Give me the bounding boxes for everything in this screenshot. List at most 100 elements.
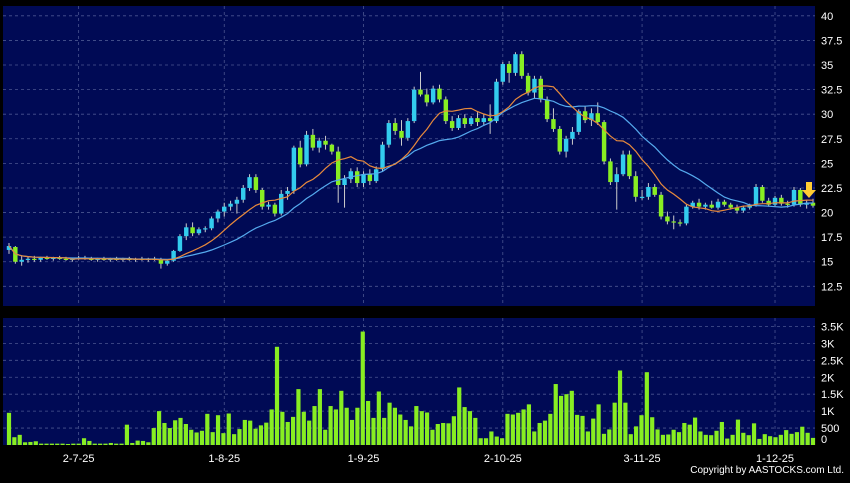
volume-bar — [344, 407, 349, 445]
candle — [481, 114, 487, 126]
candle-body — [44, 257, 50, 260]
candle-body — [709, 204, 714, 208]
price-tick-label: 25 — [821, 158, 833, 170]
volume-bar — [419, 411, 424, 445]
candle-body — [766, 200, 771, 205]
candle — [25, 256, 31, 263]
volume-tick-label: 2K — [821, 372, 835, 384]
candle — [658, 191, 664, 220]
volume-bar — [682, 422, 687, 445]
volume-bar — [339, 390, 344, 445]
price-tick-label: 27.5 — [821, 134, 842, 146]
volume-bar — [467, 411, 473, 445]
candle — [772, 195, 778, 207]
volume-bar — [703, 434, 708, 445]
candle-body — [456, 118, 461, 128]
volume-bar — [307, 420, 312, 445]
volume-bar — [666, 434, 671, 445]
volume-bar — [494, 436, 499, 445]
candle-body — [203, 228, 208, 230]
volume-bar — [751, 423, 757, 445]
candle — [544, 96, 550, 123]
volume-bar — [60, 443, 65, 445]
candle-body — [392, 123, 398, 131]
candle-body — [487, 118, 493, 122]
volume-bar — [768, 436, 773, 445]
candle — [766, 197, 771, 207]
volume-bar — [569, 390, 574, 445]
volume-bar — [719, 421, 724, 445]
volume-bar — [49, 443, 54, 445]
volume-bar — [607, 429, 612, 445]
volume-tick-label: 500 — [821, 423, 839, 435]
candle-body — [95, 258, 100, 260]
candle-body — [646, 186, 651, 197]
candle — [779, 194, 784, 206]
volume-bar — [483, 438, 489, 445]
candle-body — [171, 250, 176, 261]
candle — [329, 143, 335, 155]
candle — [468, 116, 474, 126]
volume-bar — [655, 429, 660, 445]
volume-bar — [173, 420, 178, 445]
candle — [335, 146, 341, 203]
candle-body — [500, 64, 506, 82]
volume-bar — [757, 438, 762, 445]
candle-body — [576, 111, 581, 132]
volume-bar — [660, 434, 666, 445]
candle — [570, 126, 575, 145]
volume-bar — [199, 430, 205, 445]
volume-bar — [253, 428, 258, 445]
candle — [285, 186, 290, 200]
candle — [190, 222, 195, 237]
candle-body — [810, 202, 816, 206]
candle-body — [367, 174, 373, 182]
candle — [608, 158, 613, 186]
volume-bar — [312, 406, 317, 445]
price-panel — [3, 6, 815, 306]
candle-body — [411, 89, 417, 122]
candle-body — [722, 201, 727, 205]
candle-body — [633, 176, 638, 197]
candle-body — [222, 206, 227, 212]
candle-body — [481, 118, 487, 123]
price-tick-label: 20 — [821, 208, 833, 220]
candle-body — [234, 199, 240, 204]
candle — [741, 205, 746, 213]
volume-bar — [114, 443, 119, 445]
candle — [513, 52, 518, 76]
volume-bar — [258, 425, 264, 445]
candle-body — [741, 207, 746, 211]
candle — [456, 115, 461, 130]
volume-bar — [521, 409, 526, 445]
candle-body — [386, 123, 392, 145]
candle-body — [589, 113, 594, 121]
volume-bar — [478, 438, 483, 445]
volume-bar — [323, 429, 328, 445]
price-axis: 12.5 15 17.5 20 22.5 25 27.5 30 32.5 35 37.5 40 — [821, 11, 842, 293]
candle — [418, 71, 423, 97]
candle-body — [63, 258, 69, 260]
copyright-text: Copyright by AASTOCKS.com Ltd. — [690, 465, 844, 476]
candle-body — [544, 99, 550, 120]
volume-bar — [537, 422, 542, 445]
candle — [462, 114, 468, 128]
candle-body — [184, 227, 189, 237]
candle — [424, 88, 430, 107]
candle — [709, 200, 714, 209]
candle — [627, 150, 632, 180]
candle — [437, 84, 442, 103]
volume-bar — [424, 412, 430, 445]
volume-tick-label: 1.5K — [821, 389, 844, 401]
candle — [222, 202, 227, 217]
candle — [203, 226, 208, 233]
candle-body — [772, 197, 778, 205]
candle-body — [614, 174, 619, 183]
volume-bar — [548, 413, 553, 445]
volume-bar — [510, 414, 515, 445]
candle-body — [779, 197, 784, 204]
candle — [646, 183, 651, 200]
candle — [430, 85, 436, 105]
volume-bar — [328, 406, 333, 445]
